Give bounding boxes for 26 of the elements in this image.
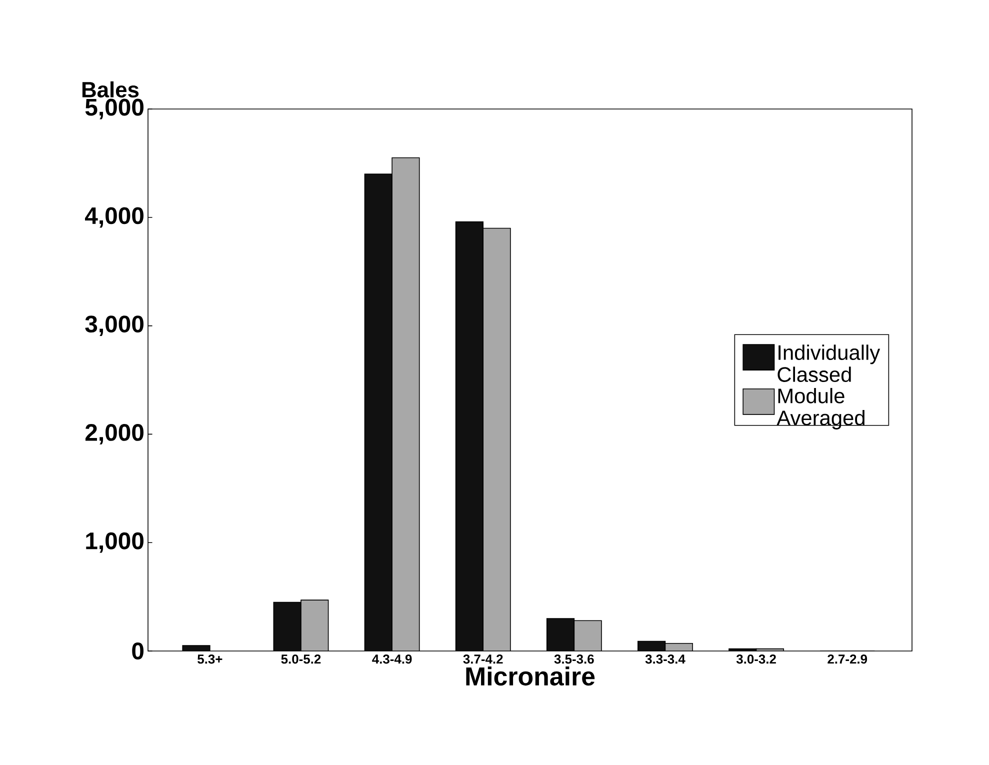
legend-label: Individually Classed bbox=[778, 344, 880, 382]
y-tick-label: 4,000 bbox=[85, 207, 144, 228]
x-axis-title: Micronaire bbox=[466, 666, 595, 686]
y-tick-label: 2,000 bbox=[85, 424, 144, 444]
bar bbox=[546, 618, 575, 651]
x-tick-label: 3.7-4.2 bbox=[463, 654, 503, 664]
legend-label: Module Averaged bbox=[776, 388, 864, 430]
x-tick-label: 5.3+ bbox=[198, 654, 222, 664]
y-axis-title: Bales bbox=[82, 81, 139, 98]
bar bbox=[392, 157, 420, 651]
x-tick-label: 2.7-2.9 bbox=[828, 654, 868, 664]
x-tick-label: 5.0-5.2 bbox=[281, 654, 321, 664]
bar bbox=[273, 602, 302, 651]
x-tick-label: 4.3-4.9 bbox=[372, 654, 412, 664]
y-tick-label: 5,000 bbox=[85, 98, 144, 120]
bar bbox=[300, 600, 329, 651]
x-tick-label: 3.0-3.2 bbox=[736, 654, 776, 664]
bar bbox=[364, 174, 392, 651]
bar bbox=[455, 221, 484, 651]
x-tick-label: 3.3-3.4 bbox=[645, 654, 686, 664]
y-tick-label: 3,000 bbox=[85, 316, 144, 336]
bar bbox=[574, 620, 602, 651]
y-tick-label: 1,000 bbox=[86, 532, 144, 553]
x-tick-label: 3.5-3.6 bbox=[554, 654, 594, 664]
bar bbox=[482, 228, 511, 651]
y-tick-label: 0 bbox=[132, 642, 144, 660]
